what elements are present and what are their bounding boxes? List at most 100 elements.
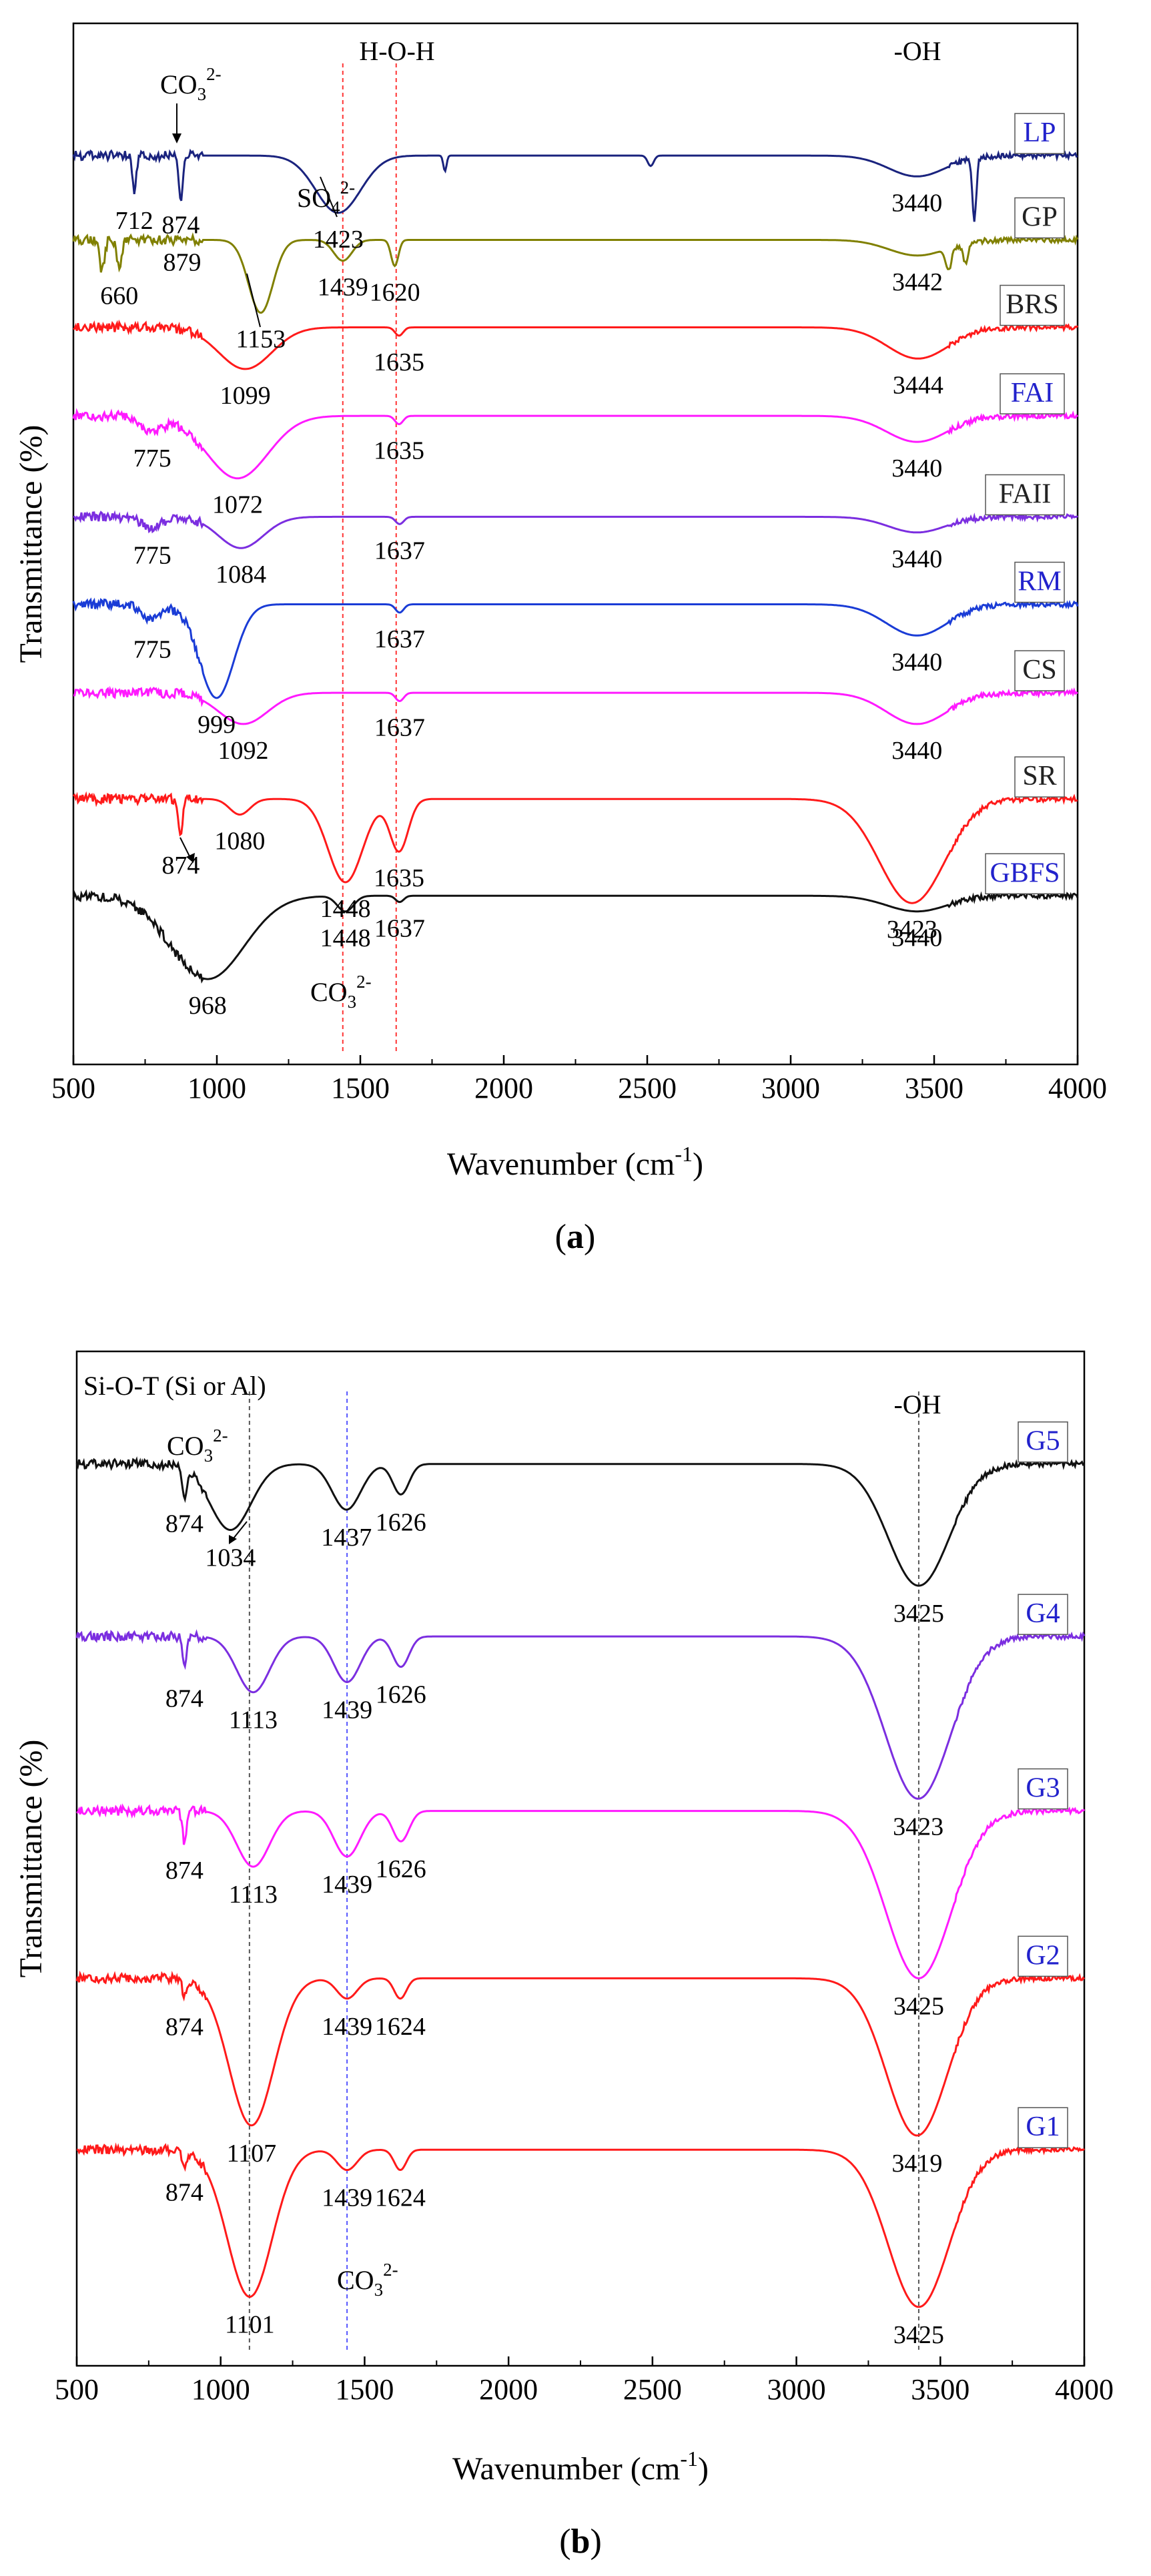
x-tick-label: 3000 xyxy=(761,1072,820,1104)
panel-b-label: (b) xyxy=(559,2523,602,2561)
panel-b-x-axis-label: Wavenumber (cm-1) xyxy=(452,2447,709,2487)
panel-a-carbonate-bottom-annotation: CO32- xyxy=(310,972,372,1012)
peak-label-fai: 1072 xyxy=(212,491,263,519)
legend-label: SR xyxy=(1022,761,1056,791)
peak-label-gp: 3442 xyxy=(892,268,943,296)
x-tick-label: 3500 xyxy=(905,1072,964,1104)
legend-brs: BRS xyxy=(1000,284,1065,326)
peak-label-brs: 3444 xyxy=(893,371,943,399)
legend-box xyxy=(1000,284,1065,326)
peak-label-cs: 3440 xyxy=(891,737,942,765)
peak-label-faii: 3440 xyxy=(891,545,942,573)
panel-a-peak-labels: 712 874 1423 3440 879 1153 660 1439 1620 3442 1099… xyxy=(100,189,943,1020)
peak-label-gbfs: 968 xyxy=(189,992,227,1020)
peak-label-gbfs: 1448 xyxy=(320,924,371,952)
panel-b-plot-frame xyxy=(75,1350,1086,2367)
x-tick-label: 3500 xyxy=(911,2373,970,2406)
legend-g3: G3 xyxy=(1018,1768,1068,1810)
legend-g1: G1 xyxy=(1018,2107,1068,2148)
panel-a-hoh-annotation: H-O-H xyxy=(359,36,434,66)
legend-cs: CS xyxy=(1014,650,1065,691)
legend-rm: RM xyxy=(1014,561,1065,603)
peak-label-g2: 1107 xyxy=(227,2140,277,2168)
peak-label-g5: 874 xyxy=(165,1510,204,1538)
panel-a-1153-arrow xyxy=(246,273,261,328)
spectrum-brs xyxy=(73,319,1079,370)
legend-box xyxy=(1014,197,1065,239)
panel-b-sioT-annotation: Si-O-T (Si or Al) xyxy=(83,1371,266,1401)
x-tick-label: 2000 xyxy=(474,1072,533,1104)
x-tick-label: 4000 xyxy=(1055,2373,1114,2406)
legend-box xyxy=(1018,1935,1068,1977)
legend-gbfs: GBFS xyxy=(985,853,1065,895)
panel-a-legend: LP GP BRS FAI FAII RM CS SR GBFS xyxy=(985,113,1065,895)
peak-label-rm: 999 xyxy=(198,711,236,739)
panel-a-x-axis-label: Wavenumber (cm-1) xyxy=(447,1142,703,1182)
legend-faii: FAII xyxy=(985,474,1065,516)
peak-label-lp: 3440 xyxy=(891,189,942,217)
peak-label-faii: 1637 xyxy=(374,537,425,565)
panel-a: 712 874 1423 3440 879 1153 660 1439 1620 3442 1099… xyxy=(13,22,1107,1256)
panel-b-1034-arrow xyxy=(233,1521,248,1539)
panel-b-series xyxy=(75,1456,1086,2308)
legend-label: BRS xyxy=(1006,290,1058,320)
legend-sr: SR xyxy=(1014,756,1065,797)
peak-label-g5: 3425 xyxy=(893,1600,944,1628)
panel-a-y-axis-label: Transmittance (%) xyxy=(13,425,49,663)
panel-a-oh-annotation: -OH xyxy=(893,36,941,66)
panel-a-1080-arrowhead xyxy=(186,853,195,863)
peak-label-gbfs: 1637 xyxy=(374,915,425,943)
peak-label-g4: 1113 xyxy=(229,1706,278,1734)
peak-label-g1: 874 xyxy=(165,2178,204,2206)
spectrum-sr xyxy=(73,791,1078,904)
peak-label-sr: 1635 xyxy=(374,864,424,892)
x-tick-label: 2500 xyxy=(623,2373,682,2406)
legend-g5: G5 xyxy=(1018,1421,1068,1463)
legend-label: G5 xyxy=(1026,1426,1060,1457)
legend-label: G2 xyxy=(1026,1940,1060,1971)
peak-label-g5: 1626 xyxy=(376,1508,426,1536)
peak-label-g5: 1437 xyxy=(321,1524,372,1552)
panel-a-series xyxy=(72,148,1079,984)
peak-label-gp: 1620 xyxy=(370,278,420,306)
x-tick-label: 2000 xyxy=(479,2373,538,2406)
panel-b-x-axis: 500 1000 1500 2000 2500 3000 3500 4000 xyxy=(55,2356,1114,2406)
spectrum-fai xyxy=(72,408,1079,480)
peak-label-fai: 775 xyxy=(133,444,171,472)
peak-label-g4: 1626 xyxy=(376,1681,426,1709)
legend-box xyxy=(1014,650,1065,691)
spectrum-rm xyxy=(72,597,1079,699)
spectrum-g3 xyxy=(76,1803,1086,1979)
spectrum-g4 xyxy=(75,1629,1086,1800)
legend-box xyxy=(1018,2107,1068,2148)
peak-label-sr: 3423 xyxy=(887,916,937,944)
peak-label-cs: 1092 xyxy=(218,737,269,765)
peak-label-g4: 1439 xyxy=(322,1696,372,1724)
panel-a-x-axis: 500 1000 1500 2000 2500 3000 3500 4000 xyxy=(51,1055,1107,1104)
x-tick-label: 1000 xyxy=(187,1072,246,1104)
peak-label-gp: 879 xyxy=(163,249,201,277)
peak-label-gp: 660 xyxy=(100,282,138,310)
legend-lp: LP xyxy=(1014,113,1065,154)
peak-label-g1: 1101 xyxy=(225,2311,275,2339)
spectrum-gp xyxy=(72,232,1079,314)
peak-label-lp: 874 xyxy=(161,212,200,240)
legend-box xyxy=(985,474,1065,516)
peak-label-g2: 874 xyxy=(165,2013,204,2041)
legend-label: G3 xyxy=(1026,1773,1060,1804)
peak-label-gp: 1439 xyxy=(318,274,368,302)
peak-label-g2: 1624 xyxy=(375,2013,426,2041)
legend-box xyxy=(985,853,1065,895)
panel-b-carbonate-bottom-annotation: CO32- xyxy=(337,2260,398,2300)
peak-label-faii: 775 xyxy=(133,541,171,569)
panel-b-y-axis-label: Transmittance (%) xyxy=(13,1740,49,1978)
peak-label-cs: 1637 xyxy=(374,714,425,742)
peak-label-g3: 874 xyxy=(165,1857,204,1885)
legend-g2: G2 xyxy=(1018,1935,1068,1977)
spectrum-cs xyxy=(73,685,1078,725)
x-tick-label: 500 xyxy=(55,2373,99,2406)
legend-box xyxy=(1014,561,1065,603)
